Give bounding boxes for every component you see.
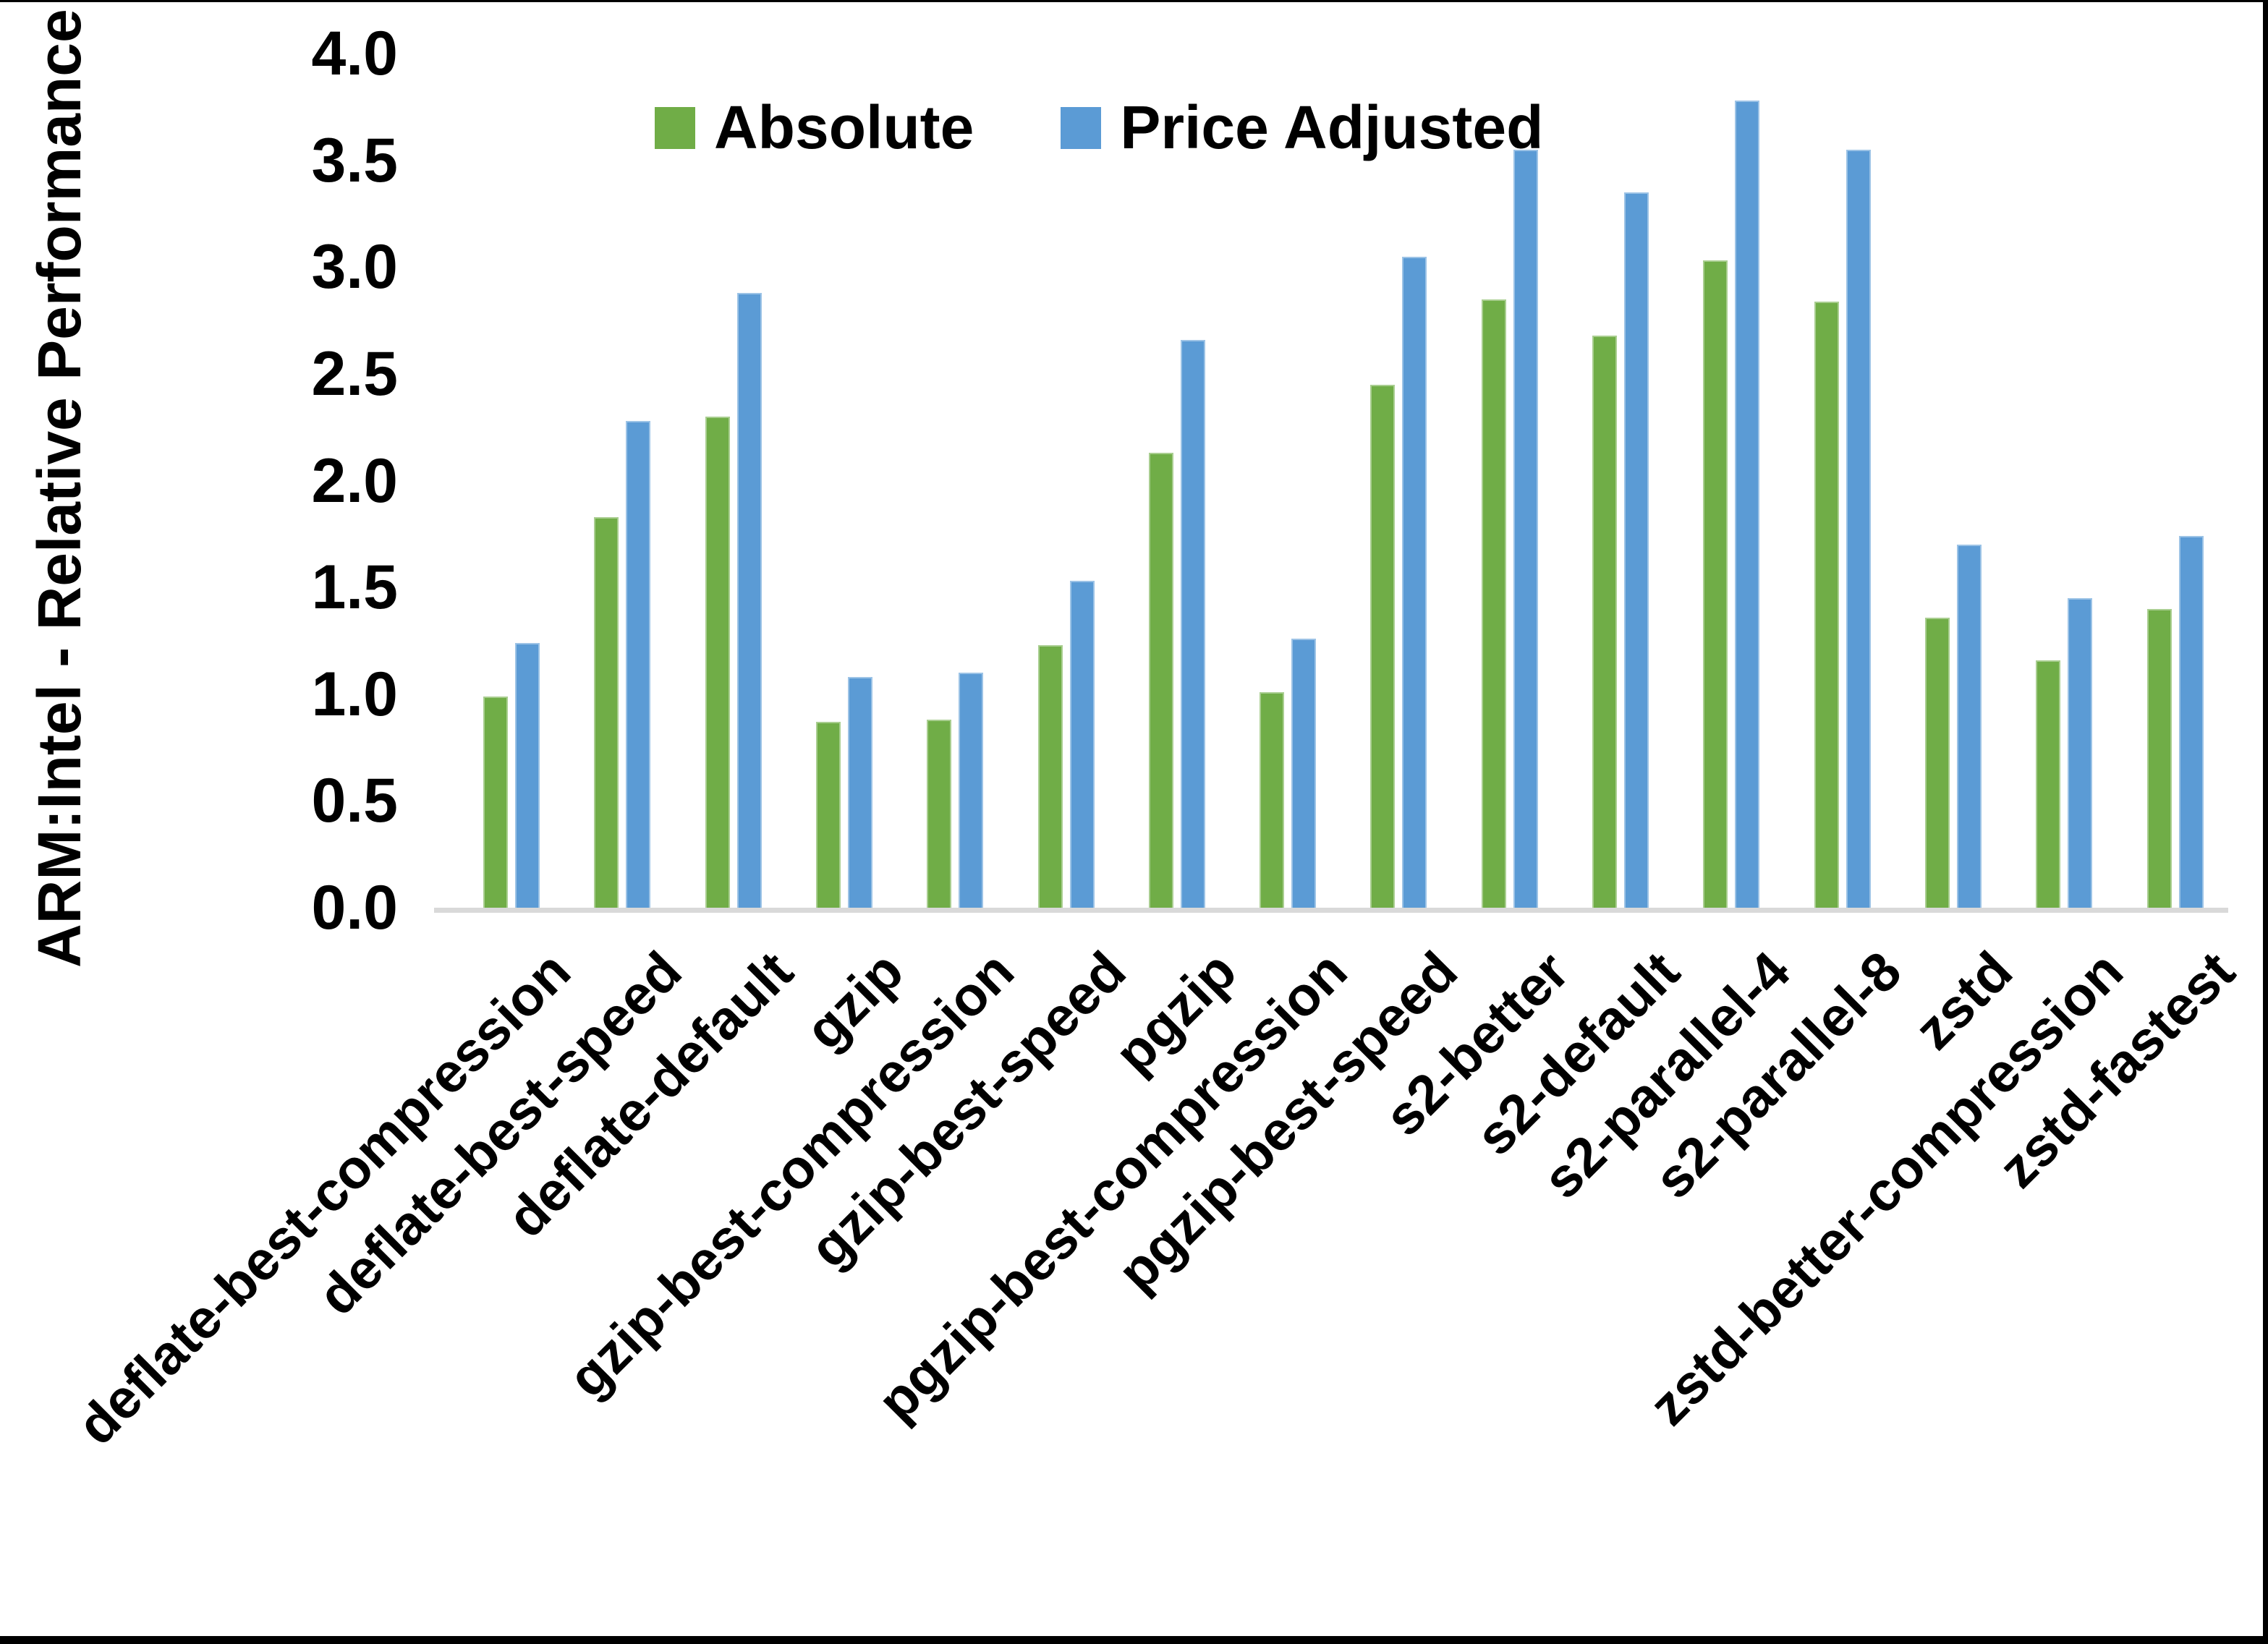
y-tick-label: 2.5 [311, 339, 398, 409]
bar-absolute [483, 697, 508, 910]
legend: Absolute Price Adjusted [655, 93, 1543, 163]
bar-absolute [1482, 299, 1506, 910]
bar-price-adjusted [1846, 150, 1871, 910]
legend-label-price-adjusted: Price Adjusted [1120, 93, 1544, 161]
y-axis-title: ARM:Intel - Relative Performance [25, 9, 93, 968]
bar-price-adjusted [1624, 192, 1649, 910]
legend-swatch-absolute [655, 106, 695, 149]
bar-absolute [1260, 692, 1284, 910]
y-tick-label: 3.0 [311, 232, 398, 302]
bar-price-adjusted [1181, 340, 1205, 910]
bar-absolute [1149, 453, 1173, 910]
bar-price-adjusted [848, 677, 872, 910]
y-tick-label: 0.5 [311, 766, 398, 835]
y-tick-label: 0.0 [311, 873, 398, 942]
bar-price-adjusted [737, 293, 762, 910]
bar-absolute [1592, 336, 1617, 910]
top-border [0, 0, 2268, 2]
bar-absolute [2147, 609, 2172, 910]
bar-price-adjusted [1402, 257, 1427, 910]
y-tick-label: 1.5 [311, 553, 398, 622]
y-tick-label: 2.0 [311, 446, 398, 516]
bar-absolute [705, 417, 730, 910]
bar-absolute [927, 720, 951, 910]
bar-absolute [1925, 618, 1950, 910]
y-tick-label: 3.5 [311, 126, 398, 195]
bar-absolute [1038, 645, 1063, 910]
y-tick-label: 4.0 [311, 19, 398, 88]
bottom-border [0, 1636, 2268, 1644]
right-border [2263, 0, 2268, 1644]
bar-price-adjusted [2179, 536, 2204, 910]
y-tick-label: 1.0 [311, 660, 398, 729]
bar-absolute [2036, 660, 2060, 910]
bar-absolute [1370, 385, 1395, 910]
bar-price-adjusted [626, 421, 650, 910]
legend-label-absolute: Absolute [714, 93, 974, 161]
bar-absolute [816, 722, 841, 910]
bar-price-adjusted [1735, 101, 1759, 910]
x-axis-line [434, 908, 2228, 913]
bar-absolute [1814, 302, 1839, 910]
bar-price-adjusted [515, 643, 540, 910]
bar-absolute [1703, 260, 1728, 910]
legend-swatch-price-adjusted [1061, 106, 1102, 149]
bar-price-adjusted [1513, 150, 1538, 910]
bar-absolute [594, 517, 619, 910]
bar-price-adjusted [1070, 581, 1095, 910]
bar-price-adjusted [1291, 639, 1316, 910]
bar-price-adjusted [1957, 545, 1982, 910]
bar-price-adjusted [2068, 598, 2092, 910]
bar-price-adjusted [959, 673, 983, 910]
